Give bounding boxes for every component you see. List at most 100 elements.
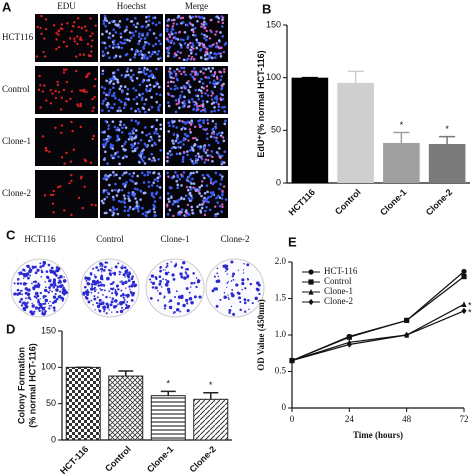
colony: [120, 266, 124, 270]
nucleus: [196, 19, 199, 23]
colony: [128, 276, 131, 279]
colony: [243, 262, 245, 265]
edu-cell: [91, 97, 94, 101]
nucleus: [189, 16, 193, 20]
nucleus: [143, 43, 146, 47]
colony: [244, 310, 247, 313]
nucleus: [158, 21, 161, 25]
colony: [165, 278, 167, 281]
row-label: Control: [2, 84, 30, 94]
nucleus: [153, 200, 157, 203]
colony: [112, 305, 117, 309]
nucleus: [132, 207, 135, 211]
nucleus: [123, 197, 127, 200]
edu-cell: [169, 41, 173, 45]
nucleus: [132, 97, 136, 101]
nucleus: [196, 94, 200, 98]
y-tick-label: 100: [266, 72, 281, 82]
nucleus: [123, 154, 127, 158]
nucleus: [130, 138, 134, 141]
edu-cell: [215, 75, 219, 79]
nucleus: [103, 158, 106, 161]
colony: [175, 308, 180, 312]
colony: [26, 275, 28, 278]
nucleus: [159, 93, 162, 97]
nucleus: [184, 73, 187, 76]
colony: [117, 262, 120, 265]
nucleus: [220, 160, 224, 164]
nucleus: [185, 178, 189, 181]
nucleus: [203, 33, 206, 37]
colony: [104, 265, 107, 269]
nucleus: [155, 100, 159, 104]
plate-label: Clone-1: [161, 234, 190, 244]
nucleus: [182, 84, 186, 88]
edu-cell: [71, 130, 74, 133]
nucleus: [108, 44, 112, 48]
nucleus: [100, 130, 104, 134]
edu-cell: [62, 71, 66, 74]
nucleus: [217, 16, 221, 20]
nucleus: [176, 38, 180, 41]
colony: [21, 302, 24, 304]
colony: [214, 287, 218, 291]
colony: [61, 290, 65, 294]
nucleus: [207, 196, 210, 199]
nucleus: [191, 24, 194, 27]
colony: [231, 293, 235, 298]
edu-cell: [49, 89, 52, 92]
edu-cell: [168, 70, 171, 73]
colony: [256, 288, 260, 292]
colony: [24, 287, 28, 291]
nucleus: [207, 143, 211, 147]
edu-cell: [52, 189, 56, 193]
nucleus: [211, 127, 215, 131]
nucleus: [174, 31, 177, 35]
edu-cell: [37, 88, 41, 91]
colony: [21, 273, 24, 276]
nucleus: [127, 214, 130, 217]
y-axis-label-line: EdU⁺(% normal HCT-116): [256, 50, 266, 157]
nucleus: [148, 74, 152, 78]
micrograph: [165, 118, 228, 166]
y-axis-label: EdU⁺(% normal HCT-116): [256, 50, 266, 157]
colony: [49, 289, 51, 291]
edu-cell: [221, 136, 225, 139]
nucleus: [114, 188, 117, 192]
nucleus: [105, 140, 109, 143]
edu-cell: [179, 211, 183, 215]
colony: [92, 283, 94, 286]
nucleus: [102, 99, 105, 103]
nucleus: [106, 101, 110, 105]
nucleus: [195, 46, 199, 50]
colony: [85, 290, 87, 292]
legend-label: HCT-116: [324, 266, 358, 276]
nucleus: [119, 120, 122, 123]
nucleus: [156, 52, 159, 56]
colony: [89, 287, 94, 291]
nucleus: [103, 16, 107, 20]
row-label: Clone-1: [2, 136, 31, 146]
nucleus: [108, 56, 111, 60]
nucleus: [189, 73, 193, 76]
marker: [461, 268, 467, 275]
colony: [55, 269, 59, 273]
edu-cell: [41, 90, 44, 93]
colony: [175, 290, 178, 293]
colony: [122, 296, 125, 299]
nucleus: [205, 57, 208, 61]
nucleus: [177, 204, 180, 208]
edu-cell: [193, 73, 197, 76]
nucleus: [187, 43, 190, 47]
nucleus: [203, 191, 207, 195]
nucleus: [132, 34, 135, 37]
nucleus: [117, 98, 121, 102]
colony: [27, 288, 31, 292]
nucleus: [128, 207, 132, 210]
colony: [232, 272, 236, 276]
edu-cell: [186, 203, 190, 207]
nucleus: [106, 105, 109, 109]
nucleus: [191, 28, 195, 31]
nucleus: [116, 150, 119, 154]
